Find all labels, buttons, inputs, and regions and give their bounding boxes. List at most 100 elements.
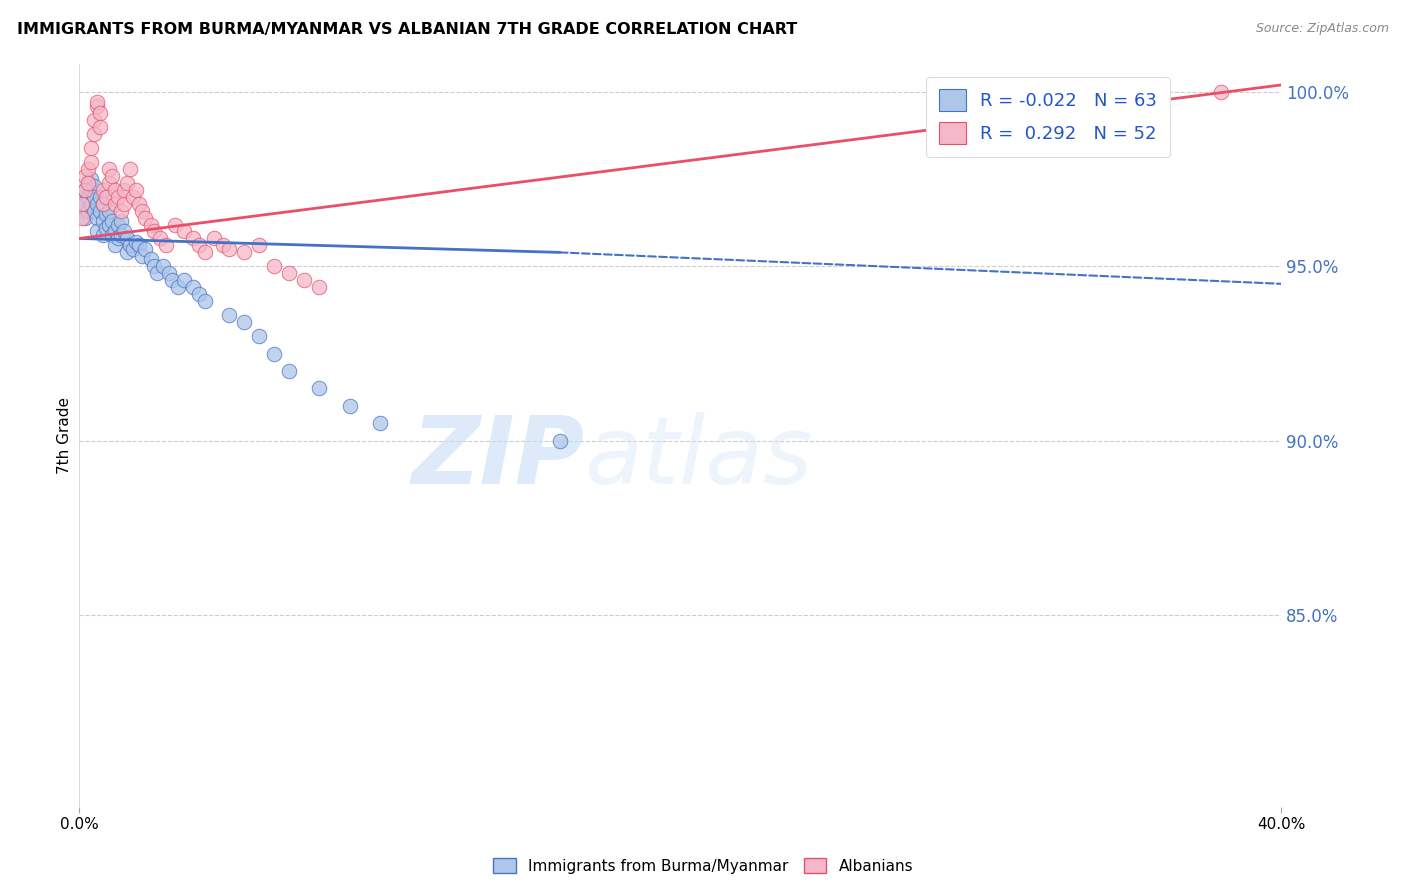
Point — [77, 203, 100, 218]
Point — [141, 252, 163, 267]
Legend: R = -0.022   N = 63, R =  0.292   N = 52: R = -0.022 N = 63, R = 0.292 N = 52 — [927, 77, 1170, 157]
Point — [263, 260, 285, 274]
Point — [263, 346, 285, 360]
Point — [96, 189, 118, 203]
Point — [202, 231, 225, 245]
Point — [86, 99, 108, 113]
Point — [294, 273, 316, 287]
Point — [173, 273, 195, 287]
Point — [278, 364, 301, 378]
Point — [146, 266, 169, 280]
Point — [89, 106, 111, 120]
Point — [98, 218, 121, 232]
Point — [162, 273, 184, 287]
Point — [104, 183, 127, 197]
Point — [110, 214, 132, 228]
Point — [80, 172, 103, 186]
Point — [278, 266, 301, 280]
Point — [70, 211, 93, 225]
Point — [115, 245, 138, 260]
Y-axis label: 7th Grade: 7th Grade — [58, 397, 72, 474]
Point — [83, 203, 105, 218]
Text: atlas: atlas — [583, 412, 813, 503]
Point — [75, 169, 97, 183]
Point — [308, 381, 330, 395]
Point — [98, 161, 121, 176]
Point — [125, 235, 148, 249]
Point — [115, 231, 138, 245]
Text: ZIP: ZIP — [411, 412, 583, 504]
Point — [247, 238, 270, 252]
Point — [141, 218, 163, 232]
Legend: Immigrants from Burma/Myanmar, Albanians: Immigrants from Burma/Myanmar, Albanians — [486, 852, 920, 880]
Point — [134, 242, 156, 256]
Point — [77, 176, 100, 190]
Point — [96, 207, 118, 221]
Point — [107, 218, 129, 232]
Point — [89, 189, 111, 203]
Point — [80, 141, 103, 155]
Point — [128, 196, 150, 211]
Point — [131, 203, 153, 218]
Point — [107, 189, 129, 203]
Point — [143, 225, 166, 239]
Point — [173, 225, 195, 239]
Point — [1209, 85, 1232, 99]
Point — [70, 189, 93, 203]
Point — [70, 203, 93, 218]
Point — [112, 225, 135, 239]
Point — [80, 183, 103, 197]
Point — [96, 221, 118, 235]
Text: Source: ZipAtlas.com: Source: ZipAtlas.com — [1256, 22, 1389, 36]
Point — [75, 183, 97, 197]
Point — [83, 189, 105, 203]
Point — [110, 227, 132, 242]
Point — [75, 196, 97, 211]
Point — [89, 203, 111, 218]
Point — [233, 315, 256, 329]
Point — [86, 95, 108, 110]
Point — [120, 161, 142, 176]
Point — [91, 214, 114, 228]
Point — [194, 294, 217, 309]
Point — [80, 154, 103, 169]
Point — [104, 225, 127, 239]
Point — [83, 112, 105, 127]
Point — [101, 227, 124, 242]
Point — [233, 245, 256, 260]
Point — [157, 266, 180, 280]
Point — [165, 218, 187, 232]
Point — [128, 238, 150, 252]
Point — [548, 434, 571, 448]
Point — [368, 417, 391, 431]
Point — [89, 120, 111, 134]
Point — [181, 231, 204, 245]
Point — [122, 242, 145, 256]
Text: IMMIGRANTS FROM BURMA/MYANMAR VS ALBANIAN 7TH GRADE CORRELATION CHART: IMMIGRANTS FROM BURMA/MYANMAR VS ALBANIA… — [17, 22, 797, 37]
Point — [308, 280, 330, 294]
Point — [218, 308, 240, 322]
Point — [101, 214, 124, 228]
Point — [188, 238, 211, 252]
Point — [75, 183, 97, 197]
Point — [104, 238, 127, 252]
Point — [80, 196, 103, 211]
Point — [152, 260, 174, 274]
Point — [86, 196, 108, 211]
Point — [83, 179, 105, 194]
Point — [98, 203, 121, 218]
Point — [194, 245, 217, 260]
Point — [75, 211, 97, 225]
Point — [131, 249, 153, 263]
Point — [339, 399, 361, 413]
Point — [247, 329, 270, 343]
Point — [86, 211, 108, 225]
Point — [167, 280, 190, 294]
Point — [91, 196, 114, 211]
Point — [125, 183, 148, 197]
Point — [101, 169, 124, 183]
Point — [112, 183, 135, 197]
Point — [218, 242, 240, 256]
Point — [134, 211, 156, 225]
Point — [91, 183, 114, 197]
